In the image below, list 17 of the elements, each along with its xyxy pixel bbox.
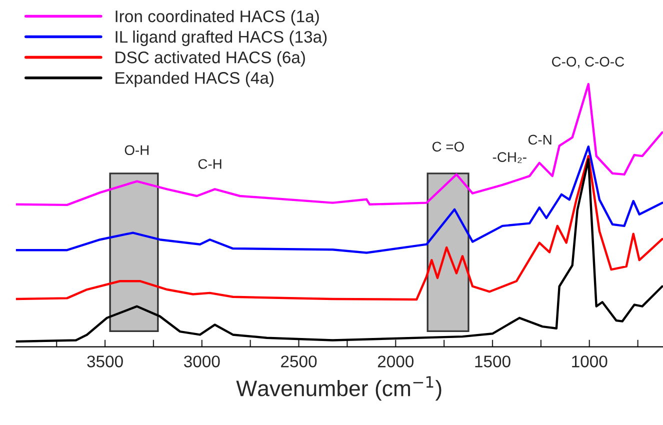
legend-label: IL ligand grafted HACS (13a) — [116, 30, 327, 46]
legend-label: DSC activated HACS (6a) — [116, 51, 305, 67]
legend-label: Iron coordinated HACS (1a) — [116, 10, 319, 26]
x-tick-label: 2000 — [378, 356, 414, 368]
annotation: C-H — [198, 159, 222, 169]
x-axis-title: Wavenumber (cm$^{−1}$) — [236, 376, 442, 401]
x-tick-label: 1500 — [475, 356, 510, 368]
legend-label: Expanded HACS (4a) — [116, 72, 274, 88]
text: C-O, C-O-C — [552, 56, 624, 68]
annotation: -CH₂- — [492, 152, 526, 164]
annotation: C =O — [432, 142, 464, 152]
annotation: C-N — [528, 134, 552, 145]
annotation: O-H — [124, 145, 149, 156]
x-tick-label: 2500 — [281, 356, 317, 368]
x-tick-label: 3500 — [87, 356, 123, 368]
x-tick-label: 3000 — [184, 356, 220, 368]
x-tick-label: 1000 — [572, 356, 608, 368]
